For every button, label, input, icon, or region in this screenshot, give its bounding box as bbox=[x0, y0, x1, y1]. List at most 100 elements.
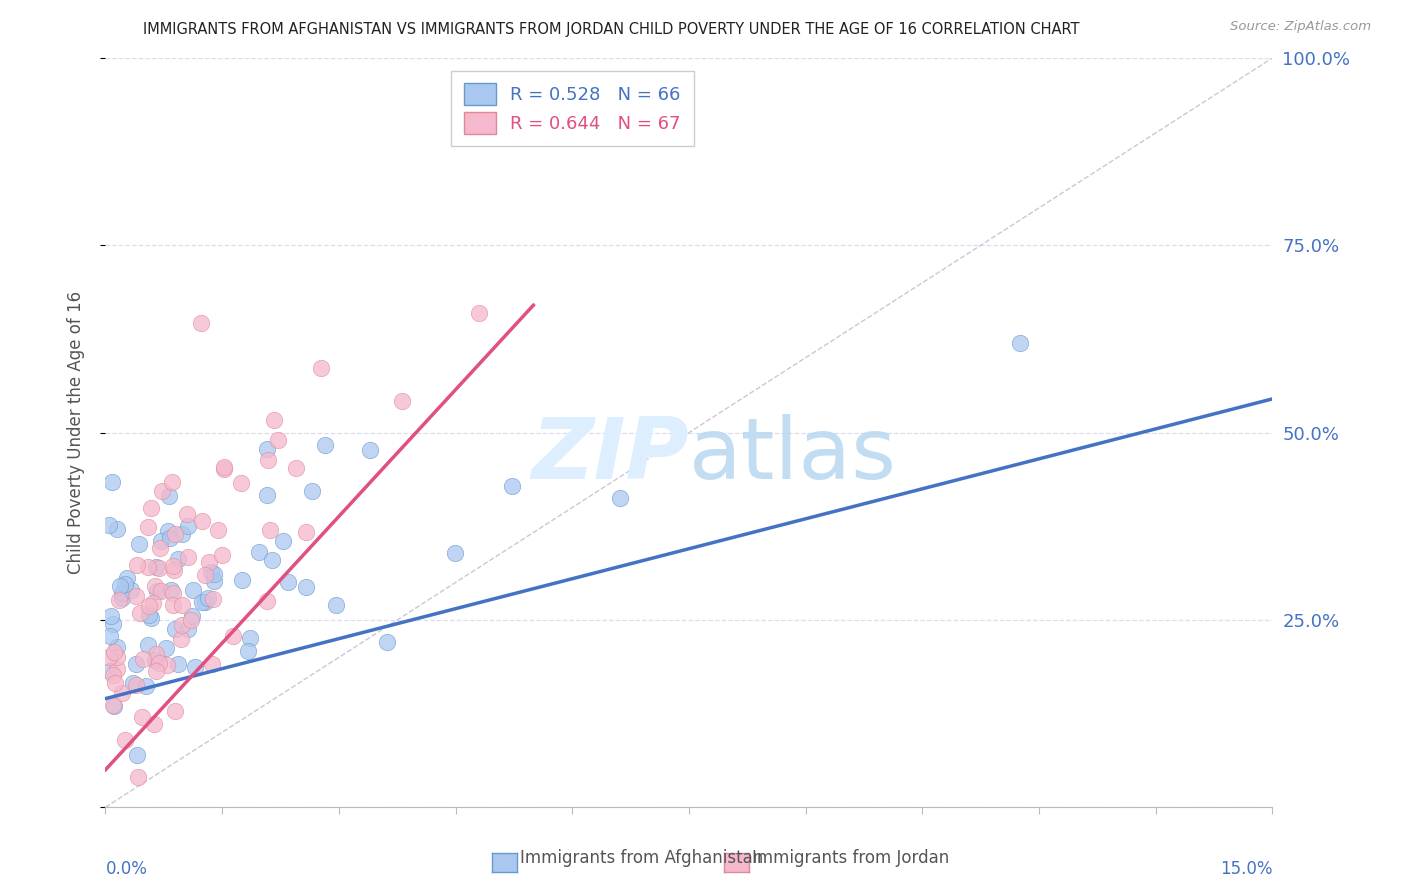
Point bbox=[301, 483, 323, 498]
Point bbox=[375, 635, 398, 649]
Point bbox=[170, 598, 193, 612]
Point bbox=[294, 580, 316, 594]
Text: 15.0%: 15.0% bbox=[1220, 860, 1272, 878]
Point bbox=[207, 524, 229, 538]
Point bbox=[200, 565, 222, 579]
Point bbox=[142, 596, 165, 610]
Point bbox=[111, 586, 134, 600]
Point bbox=[157, 524, 180, 538]
Point bbox=[103, 617, 125, 632]
Point bbox=[309, 360, 332, 375]
Point bbox=[263, 413, 285, 427]
Point bbox=[256, 594, 278, 608]
Point bbox=[444, 546, 467, 560]
Point bbox=[325, 598, 347, 612]
Point bbox=[170, 618, 193, 632]
Point bbox=[125, 678, 148, 692]
Point bbox=[98, 630, 121, 644]
Point bbox=[166, 551, 188, 566]
Point bbox=[107, 593, 129, 607]
Point bbox=[211, 548, 233, 562]
Text: IMMIGRANTS FROM AFGHANISTAN VS IMMIGRANTS FROM JORDAN CHILD POVERTY UNDER THE AG: IMMIGRANTS FROM AFGHANISTAN VS IMMIGRANT… bbox=[143, 22, 1080, 37]
Point bbox=[150, 533, 173, 548]
Point bbox=[127, 558, 149, 573]
Point bbox=[101, 667, 124, 681]
Point bbox=[190, 316, 212, 330]
Point bbox=[214, 462, 236, 476]
Point bbox=[165, 704, 187, 718]
Point bbox=[181, 583, 204, 598]
Point bbox=[145, 647, 167, 661]
Point bbox=[247, 544, 270, 558]
Point bbox=[125, 657, 148, 672]
Point bbox=[143, 653, 166, 667]
Point bbox=[202, 567, 225, 582]
Text: 0.0%: 0.0% bbox=[105, 860, 148, 878]
Point bbox=[202, 592, 225, 607]
Point bbox=[135, 679, 157, 693]
Point bbox=[100, 609, 122, 624]
Point bbox=[138, 608, 160, 623]
Point bbox=[111, 591, 134, 605]
Point bbox=[105, 649, 128, 664]
Point bbox=[139, 500, 162, 515]
Point bbox=[295, 524, 318, 539]
Point bbox=[127, 770, 149, 784]
Point bbox=[103, 698, 125, 713]
Point bbox=[97, 650, 120, 665]
Point bbox=[202, 574, 225, 588]
Point bbox=[157, 489, 180, 503]
Point bbox=[128, 537, 150, 551]
Text: Immigrants from Jordan: Immigrants from Jordan bbox=[752, 849, 949, 867]
Point bbox=[176, 518, 198, 533]
Point bbox=[104, 676, 127, 690]
Point bbox=[120, 583, 142, 598]
Point bbox=[105, 640, 128, 654]
Point bbox=[239, 631, 262, 645]
Point bbox=[468, 306, 491, 320]
Point bbox=[231, 476, 253, 491]
Point bbox=[256, 442, 278, 457]
Point bbox=[162, 599, 184, 613]
Point bbox=[257, 452, 280, 467]
Legend: R = 0.528   N = 66, R = 0.644   N = 67: R = 0.528 N = 66, R = 0.644 N = 67 bbox=[451, 70, 693, 146]
Y-axis label: Child Poverty Under the Age of 16: Child Poverty Under the Age of 16 bbox=[66, 291, 84, 574]
Point bbox=[212, 460, 235, 475]
Point bbox=[256, 488, 278, 502]
Point bbox=[149, 583, 172, 598]
Point bbox=[136, 560, 159, 574]
Point bbox=[115, 571, 138, 585]
Point bbox=[176, 508, 198, 522]
Point bbox=[267, 433, 290, 447]
Point bbox=[359, 442, 381, 457]
Point bbox=[145, 664, 167, 678]
Point bbox=[177, 622, 200, 636]
Point bbox=[184, 659, 207, 673]
Point bbox=[138, 638, 160, 652]
Point bbox=[145, 559, 167, 574]
Point bbox=[111, 686, 134, 700]
Point bbox=[103, 645, 125, 659]
Point bbox=[201, 657, 224, 671]
Point bbox=[155, 641, 177, 656]
Point bbox=[136, 520, 159, 534]
Point bbox=[162, 558, 184, 573]
Point bbox=[194, 568, 217, 582]
Point bbox=[259, 523, 281, 537]
Point bbox=[167, 657, 190, 671]
Point bbox=[143, 578, 166, 592]
Point bbox=[391, 394, 413, 409]
Point bbox=[194, 595, 217, 609]
Point bbox=[159, 582, 181, 597]
Point bbox=[131, 710, 153, 724]
Point bbox=[142, 717, 165, 731]
Point bbox=[180, 613, 202, 627]
Point bbox=[162, 586, 184, 600]
Point bbox=[314, 438, 336, 452]
Point bbox=[98, 665, 121, 679]
Point bbox=[114, 732, 136, 747]
Point bbox=[191, 514, 214, 528]
Point bbox=[1010, 335, 1032, 350]
Point bbox=[160, 475, 183, 489]
Point bbox=[170, 632, 193, 646]
